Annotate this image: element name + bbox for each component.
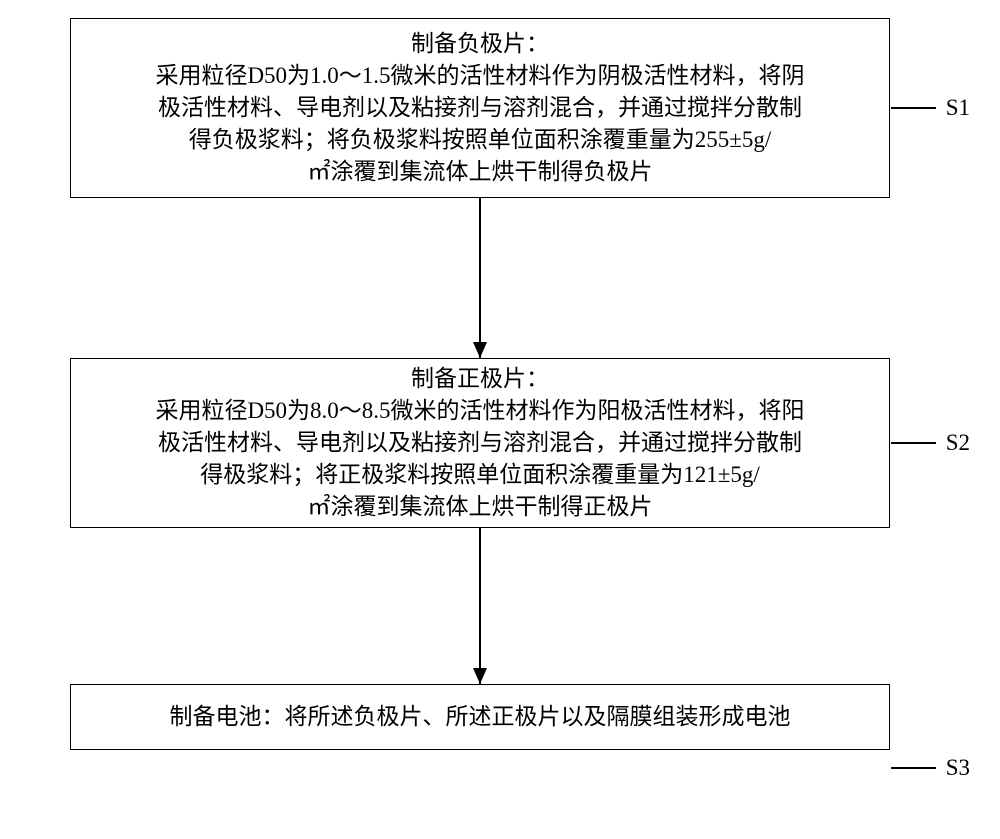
connector-line-s3 <box>891 767 936 769</box>
step-s2-line2: 极活性材料、导电剂以及粘接剂与溶剂混合，并通过搅拌分散制 <box>91 427 869 459</box>
arrow-s2-to-s3 <box>70 528 890 684</box>
step-s1-title: 制备负极片： <box>91 28 869 60</box>
step-s3-text: 制备电池：将所述负极片、所述正极片以及隔膜组装形成电池 <box>91 701 869 733</box>
step-s2-line3: 得极浆料；将正极浆料按照单位面积涂覆重量为121±5g/ <box>91 459 869 491</box>
step-s2-line1: 采用粒径D50为8.0～8.5微米的活性材料作为阳极活性材料，将阳 <box>91 395 869 427</box>
arrow-line-2 <box>479 528 481 684</box>
flowchart-container: 制备负极片： 采用粒径D50为1.0～1.5微米的活性材料作为阴极活性材料，将阴… <box>70 18 890 750</box>
label-s3: S3 <box>946 755 970 781</box>
connector-line-s2 <box>891 442 936 444</box>
step-box-s1: 制备负极片： 采用粒径D50为1.0～1.5微米的活性材料作为阴极活性材料，将阴… <box>70 18 890 198</box>
step-box-s2: 制备正极片： 采用粒径D50为8.0～8.5微米的活性材料作为阳极活性材料，将阳… <box>70 358 890 528</box>
step-s1-line2: 极活性材料、导电剂以及粘接剂与溶剂混合，并通过搅拌分散制 <box>91 92 869 124</box>
arrow-head-2 <box>473 668 487 684</box>
arrow-head-1 <box>473 342 487 358</box>
step-s2-title: 制备正极片： <box>91 363 869 395</box>
step-s1-line3: 得负极浆料；将负极浆料按照单位面积涂覆重量为255±5g/ <box>91 124 869 156</box>
step-s2-line4: ㎡涂覆到集流体上烘干制得正极片 <box>91 491 869 523</box>
step-box-s3: 制备电池：将所述负极片、所述正极片以及隔膜组装形成电池 <box>70 684 890 750</box>
label-s1: S1 <box>946 95 970 121</box>
label-s2: S2 <box>946 430 970 456</box>
step-s1-line1: 采用粒径D50为1.0～1.5微米的活性材料作为阴极活性材料，将阴 <box>91 60 869 92</box>
arrow-line-1 <box>479 198 481 358</box>
connector-line-s1 <box>891 107 936 109</box>
step-s1-line4: ㎡涂覆到集流体上烘干制得负极片 <box>91 156 869 188</box>
arrow-s1-to-s2 <box>70 198 890 358</box>
